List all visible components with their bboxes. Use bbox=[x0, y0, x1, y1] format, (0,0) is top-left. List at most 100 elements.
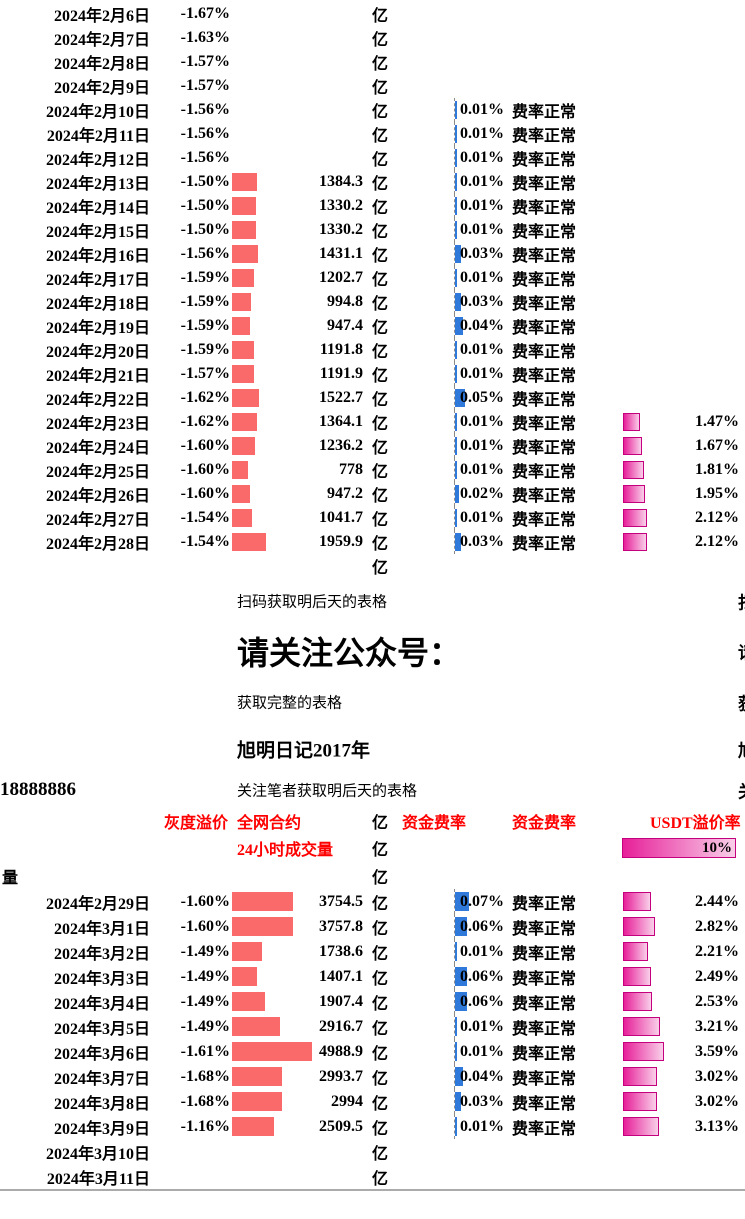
usdt-bar bbox=[623, 1092, 658, 1111]
premium-cell: -1.57% bbox=[180, 365, 230, 382]
table-row[interactable]: 2024年2月16日 -1.56% 1431.1 亿 0.03% 费率正常 bbox=[0, 242, 745, 266]
volume-cell bbox=[230, 122, 368, 146]
table-row[interactable]: 2024年2月18日 -1.59% 994.8 亿 0.03% 费率正常 bbox=[0, 290, 745, 314]
table-row[interactable]: 2024年3月2日 -1.49% 1738.6 亿 0.01% 费率正常 2.2… bbox=[0, 939, 745, 964]
table-row[interactable]: 2024年2月22日 -1.62% 1522.7 亿 0.05% 费率正常 bbox=[0, 386, 745, 410]
table-row[interactable]: 2024年3月6日 -1.61% 4988.9 亿 0.01% 费率正常 3.5… bbox=[0, 1039, 745, 1064]
table-row[interactable]: 2024年3月9日 -1.16% 2509.5 亿 0.01% 费率正常 3.1… bbox=[0, 1114, 745, 1139]
table-row[interactable]: 2024年3月11日 亿 bbox=[0, 1164, 745, 1189]
date-cell: 2024年2月22日 bbox=[45, 392, 150, 409]
funding-cell: 0.01% bbox=[454, 338, 506, 362]
table-row[interactable]: 2024年3月1日 -1.60% 3757.8 亿 0.06% 费率正常 2.8… bbox=[0, 914, 745, 939]
edge-fragment: 请 bbox=[738, 639, 745, 664]
funding-bar bbox=[455, 389, 465, 407]
table-row[interactable]: 2024年2月26日 -1.60% 947.2 亿 0.02% 费率正常 1.9… bbox=[0, 482, 745, 506]
table-row[interactable]: 2024年2月19日 -1.59% 947.4 亿 0.04% 费率正常 bbox=[0, 314, 745, 338]
funding-cell: 0.01% bbox=[454, 434, 506, 458]
status-cell: 费率正常 bbox=[512, 995, 577, 1013]
funding-cell: 0.03% bbox=[454, 242, 506, 266]
usdt-bar bbox=[623, 413, 640, 431]
date-cell: 2024年2月29日 bbox=[45, 895, 150, 913]
table-row[interactable]: 2024年2月27日 -1.54% 1041.7 亿 0.01% 费率正常 2.… bbox=[0, 506, 745, 530]
funding-value: 0.04% bbox=[460, 317, 504, 334]
funding-value: 0.03% bbox=[460, 533, 504, 550]
date-cell: 2024年2月6日 bbox=[53, 8, 150, 25]
table-row[interactable]: 2024年2月23日 -1.62% 1364.1 亿 0.01% 费率正常 1.… bbox=[0, 410, 745, 434]
usdt-bar bbox=[623, 437, 643, 455]
unit-label: 亿 bbox=[372, 869, 389, 887]
unit-cell: 亿 bbox=[372, 8, 389, 25]
funding-value: 0.01% bbox=[460, 125, 504, 142]
usdt-cell bbox=[622, 362, 745, 386]
usdt-cell bbox=[622, 74, 745, 98]
usdt-bar bbox=[623, 1067, 658, 1086]
table-row[interactable]: 2024年2月6日 -1.67% 亿 bbox=[0, 2, 745, 26]
funding-bar bbox=[455, 1092, 461, 1111]
volume-cell: 1191.8 bbox=[230, 338, 368, 362]
usdt-cell: 3.02% bbox=[622, 1089, 745, 1114]
unit-cell: 亿 bbox=[372, 1095, 389, 1113]
volume-cell: 778 bbox=[230, 458, 368, 482]
funding-value: 0.01% bbox=[460, 365, 504, 382]
funding-cell: 0.01% bbox=[454, 939, 506, 964]
status-cell: 费率正常 bbox=[512, 895, 577, 913]
funding-bar bbox=[455, 917, 467, 936]
volume-cell: 1522.7 bbox=[230, 386, 368, 410]
funding-value: 0.06% bbox=[460, 917, 504, 935]
table-row[interactable]: 2024年2月15日 -1.50% 1330.2 亿 0.01% 费率正常 bbox=[0, 218, 745, 242]
funding-value: 0.06% bbox=[460, 992, 504, 1010]
table-row[interactable]: 2024年2月24日 -1.60% 1236.2 亿 0.01% 费率正常 1.… bbox=[0, 434, 745, 458]
status-cell: 费率正常 bbox=[512, 536, 577, 553]
funding-cell: 0.03% bbox=[454, 530, 506, 554]
table-row[interactable]: 2024年2月25日 -1.60% 778 亿 0.01% 费率正常 1.81% bbox=[0, 458, 745, 482]
table-row[interactable]: 2024年2月9日 -1.57% 亿 bbox=[0, 74, 745, 98]
unit-cell: 亿 bbox=[372, 440, 389, 457]
premium-cell: -1.62% bbox=[180, 413, 230, 430]
funding-cell: 0.01% bbox=[454, 362, 506, 386]
table-row[interactable]: 2024年2月10日 -1.56% 亿 0.01% 费率正常 bbox=[0, 98, 745, 122]
table-row[interactable]: 2024年2月11日 -1.56% 亿 0.01% 费率正常 bbox=[0, 122, 745, 146]
table-row[interactable]: 2024年2月21日 -1.57% 1191.9 亿 0.01% 费率正常 bbox=[0, 362, 745, 386]
table-row[interactable]: 2024年3月10日 亿 bbox=[0, 1139, 745, 1164]
premium-cell: -1.54% bbox=[180, 509, 230, 526]
table-row[interactable]: 2024年2月20日 -1.59% 1191.8 亿 0.01% 费率正常 bbox=[0, 338, 745, 362]
unit-cell: 亿 bbox=[372, 248, 389, 265]
volume-value: 1364.1 bbox=[319, 413, 363, 430]
table-row[interactable]: 2024年3月8日 -1.68% 2994 亿 0.03% 费率正常 3.02% bbox=[0, 1089, 745, 1114]
funding-bar bbox=[455, 461, 457, 479]
volume-bar bbox=[232, 509, 252, 527]
volume-value: 1330.2 bbox=[319, 221, 363, 238]
funding-cell: 0.06% bbox=[454, 989, 506, 1014]
volume-cell: 3757.8 bbox=[230, 914, 368, 939]
date-cell: 2024年3月4日 bbox=[53, 995, 150, 1013]
table-row[interactable]: 2024年3月3日 -1.49% 1407.1 亿 0.06% 费率正常 2.4… bbox=[0, 964, 745, 989]
volume-cell: 1907.4 bbox=[230, 989, 368, 1014]
date-cell: 2024年2月10日 bbox=[45, 104, 150, 121]
funding-bar bbox=[455, 221, 457, 239]
funding-cell: 0.07% bbox=[454, 889, 506, 914]
table-row[interactable]: 2024年3月5日 -1.49% 2916.7 亿 0.01% 费率正常 3.2… bbox=[0, 1014, 745, 1039]
table-row[interactable]: 2024年2月12日 -1.56% 亿 0.01% 费率正常 bbox=[0, 146, 745, 170]
funding-bar bbox=[455, 245, 461, 263]
volume-value: 994.8 bbox=[327, 293, 363, 310]
table-row[interactable]: 2024年2月13日 -1.50% 1384.3 亿 0.01% 费率正常 bbox=[0, 170, 745, 194]
table-row[interactable]: 2024年2月28日 -1.54% 1959.9 亿 0.03% 费率正常 2.… bbox=[0, 530, 745, 554]
volume-value: 1202.7 bbox=[319, 269, 363, 286]
table-row[interactable]: 2024年2月8日 -1.57% 亿 bbox=[0, 50, 745, 74]
table-row[interactable]: 2024年2月17日 -1.59% 1202.7 亿 0.01% 费率正常 bbox=[0, 266, 745, 290]
unit-cell: 亿 bbox=[372, 464, 389, 481]
volume-bar bbox=[232, 437, 255, 455]
table-row[interactable]: 2024年3月4日 -1.49% 1907.4 亿 0.06% 费率正常 2.5… bbox=[0, 989, 745, 1014]
unit-cell: 亿 bbox=[372, 1170, 389, 1188]
table-row[interactable]: 2024年3月7日 -1.68% 2993.7 亿 0.04% 费率正常 3.0… bbox=[0, 1064, 745, 1089]
date-cell: 2024年3月3日 bbox=[53, 970, 150, 988]
status-cell: 费率正常 bbox=[512, 488, 577, 505]
usdt-cell: 2.12% bbox=[622, 530, 745, 554]
status-cell: 费率正常 bbox=[512, 296, 577, 313]
volume-cell bbox=[230, 1139, 368, 1164]
funding-bar bbox=[455, 533, 461, 551]
table-row[interactable]: 2024年2月29日 -1.60% 3754.5 亿 0.07% 费率正常 2.… bbox=[0, 889, 745, 914]
table-row[interactable]: 2024年2月14日 -1.50% 1330.2 亿 0.01% 费率正常 bbox=[0, 194, 745, 218]
usdt-cell: 2.21% bbox=[622, 939, 745, 964]
table-row[interactable]: 2024年2月7日 -1.63% 亿 bbox=[0, 26, 745, 50]
